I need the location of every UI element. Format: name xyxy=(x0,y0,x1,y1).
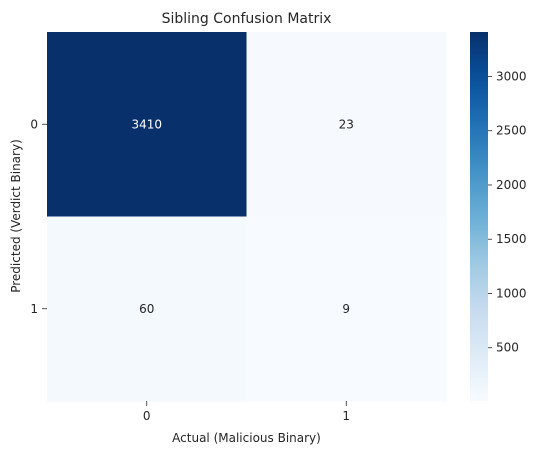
heatmap-cell xyxy=(246,32,447,217)
x-axis-label: Actual (Malicious Binary) xyxy=(172,431,321,445)
colorbar-tick-label: 500 xyxy=(496,341,519,355)
heatmap-cell xyxy=(47,32,247,217)
heatmap-annotations: 3410 23 60 9 xyxy=(131,117,353,316)
x-tick-label: 0 xyxy=(143,409,151,423)
colorbar xyxy=(470,32,488,401)
heatmap-cell xyxy=(47,216,247,402)
chart-title: Sibling Confusion Matrix xyxy=(162,11,332,27)
y-tick-label: 0 xyxy=(30,117,38,131)
x-tick-label: 1 xyxy=(342,409,350,423)
colorbar-tick-label: 2500 xyxy=(496,124,527,138)
y-axis-label: Predicted (Verdict Binary) xyxy=(9,139,23,293)
heatmap-cell xyxy=(246,216,447,402)
colorbar-tick-label: 1000 xyxy=(496,286,527,300)
heatmap-axes: 0 1 0 1 xyxy=(30,117,350,423)
colorbar-tick-label: 1500 xyxy=(496,232,527,246)
cell-value-label: 3410 xyxy=(131,117,162,131)
cell-value-label: 23 xyxy=(339,117,354,131)
cell-value-label: 60 xyxy=(139,302,154,316)
y-tick-label: 1 xyxy=(30,302,38,316)
colorbar-tick-label: 3000 xyxy=(496,69,527,83)
colorbar-tick-label: 2000 xyxy=(496,178,527,192)
cell-value-label: 9 xyxy=(342,302,350,316)
colorbar-ticks: 500 1000 1500 2000 2500 3000 xyxy=(488,69,527,355)
heatmap-cells xyxy=(47,32,447,402)
